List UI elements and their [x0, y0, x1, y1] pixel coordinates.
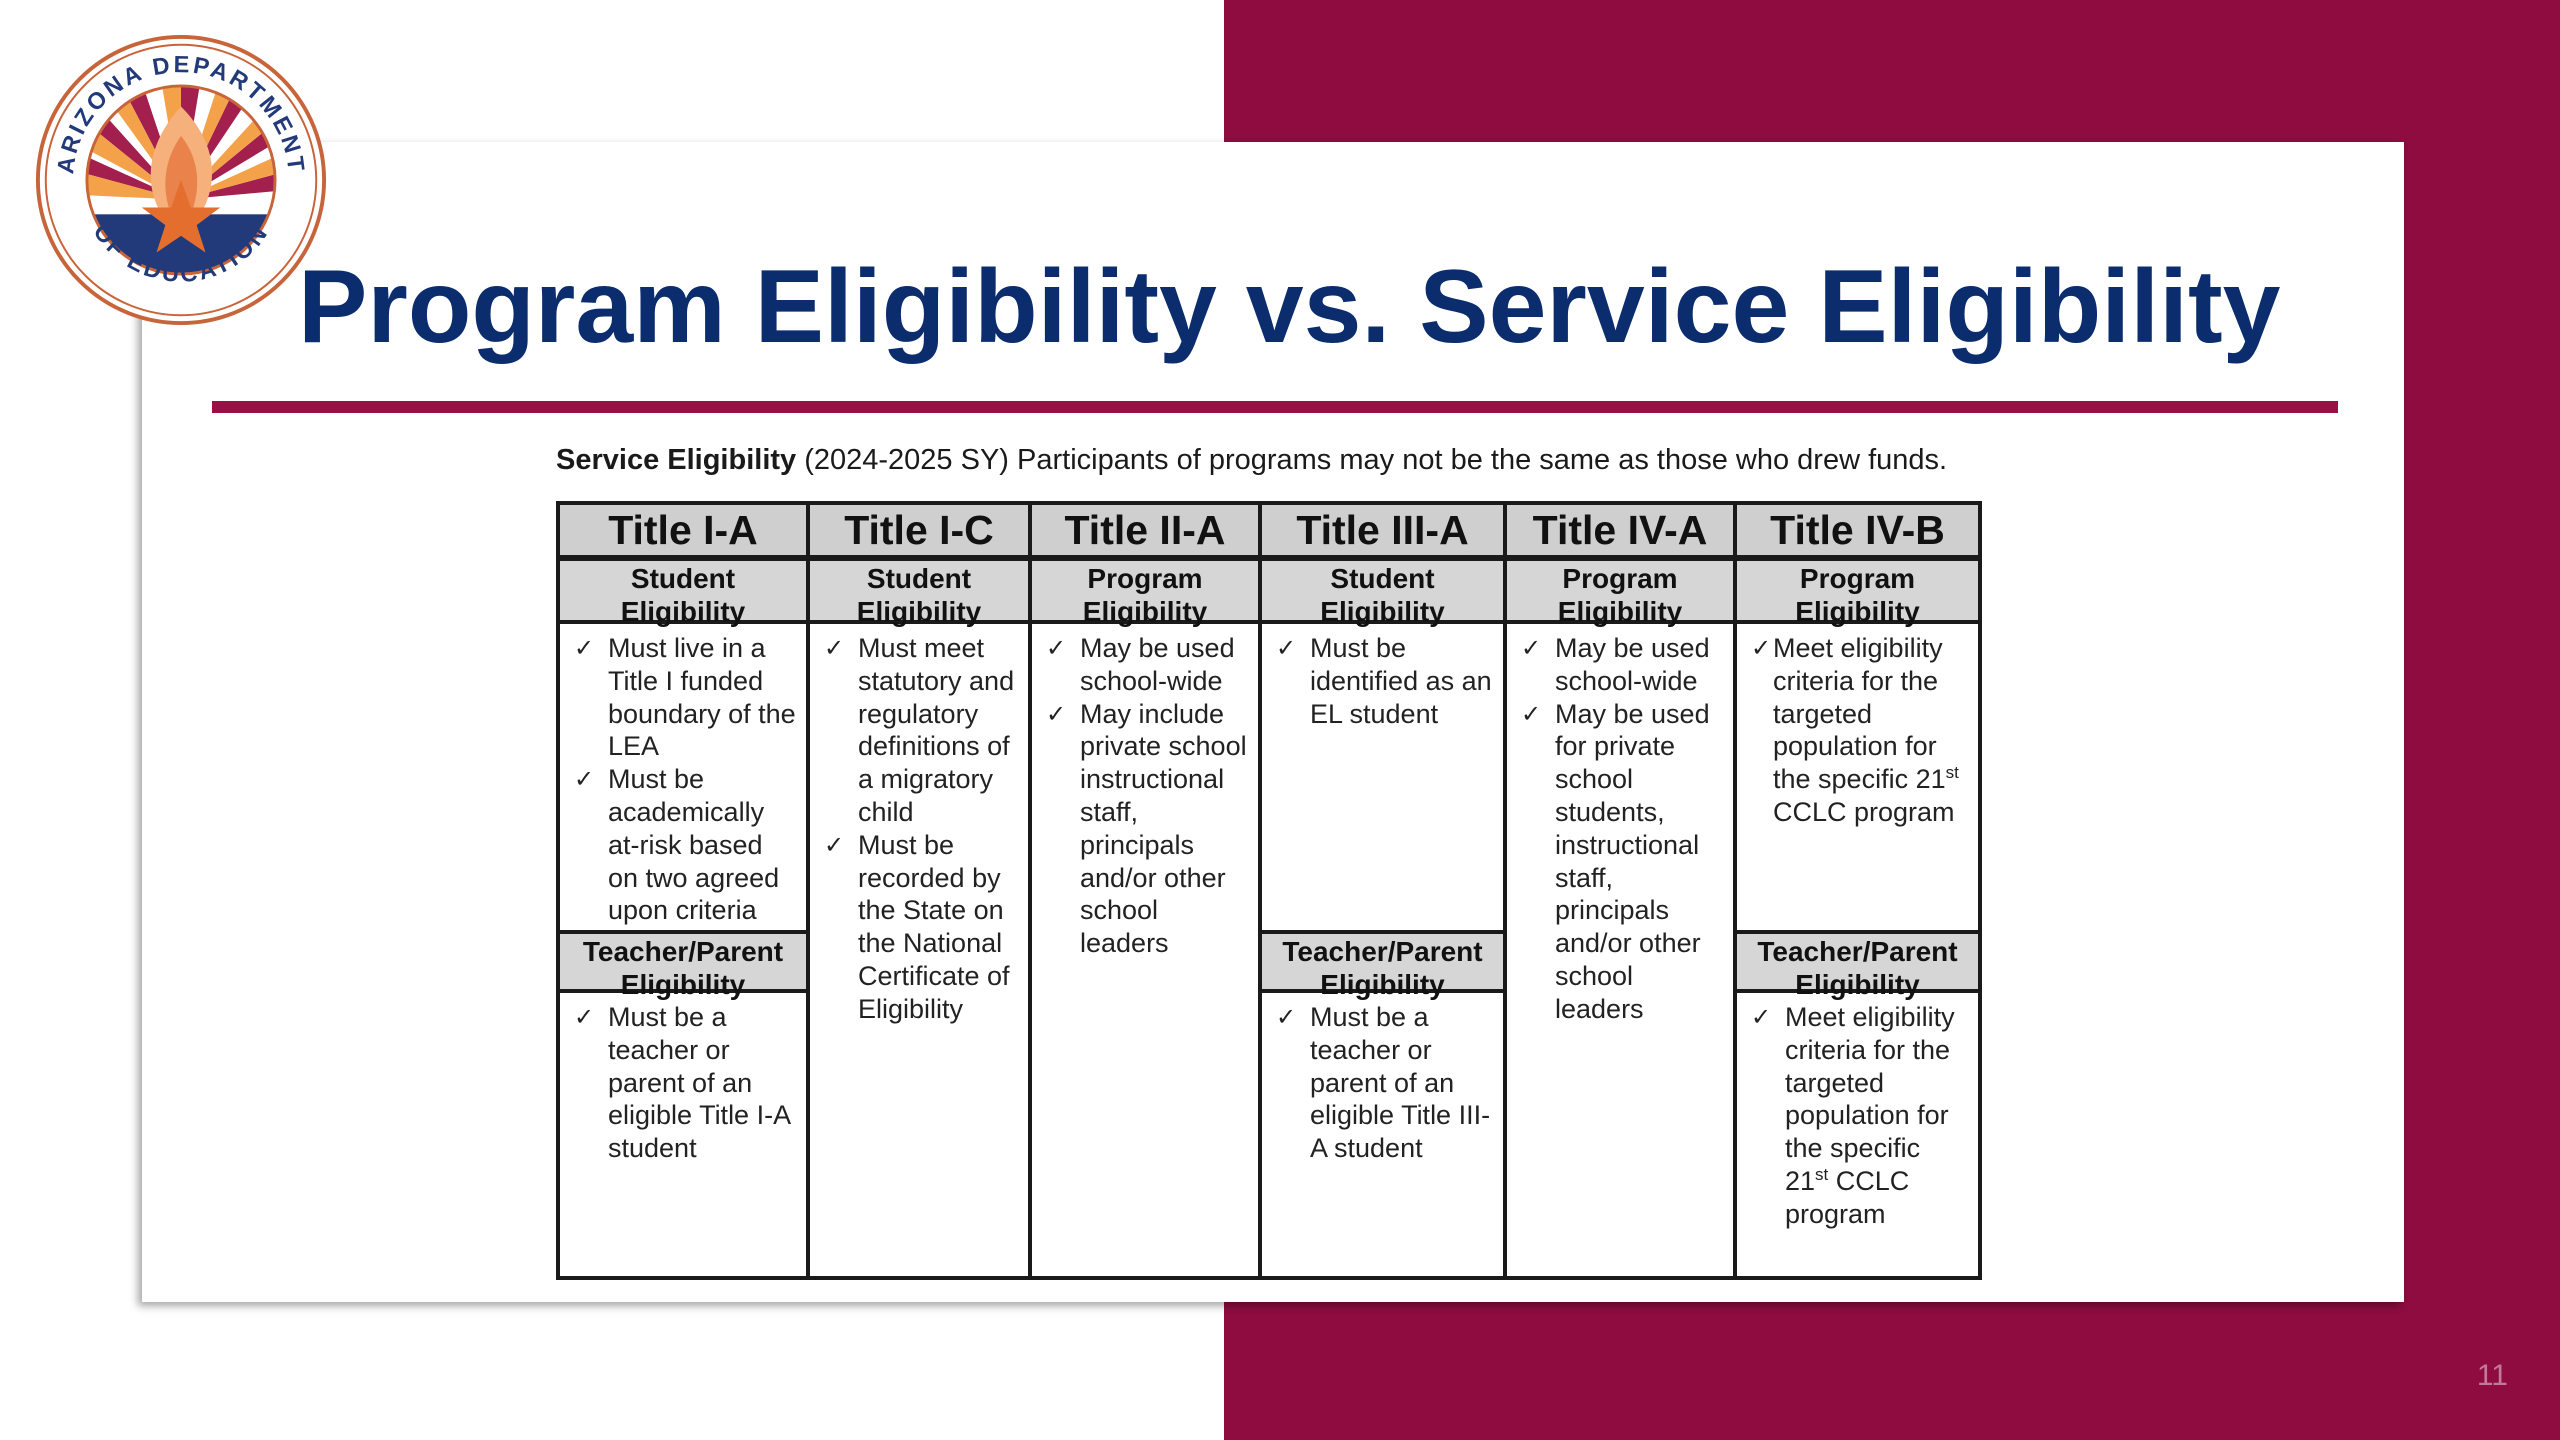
checklist-item: Must be a teacher or parent of an eligib…	[1276, 1001, 1493, 1165]
column-subheader: Program Eligibility	[1032, 561, 1258, 627]
column-subheader: Student Eligibility	[810, 561, 1028, 627]
checklist: May be used school-wide May be used for …	[1507, 624, 1733, 1026]
checklist-item: May be used school-wide	[1521, 632, 1723, 698]
column-subheader: Teacher/Parent Eligibility	[1737, 930, 1978, 1000]
column-title: Title II-A	[1028, 501, 1262, 561]
column-bottom-section: Meet eligibility criteria for the target…	[1737, 993, 1978, 1274]
column-subheader: Program Eligibility	[1507, 561, 1733, 627]
item-text: CCLC program	[1773, 796, 1955, 827]
checklist-item: May be used for private school students,…	[1521, 698, 1723, 1026]
column-title-i-c: Student Eligibility Must meet statutory …	[806, 556, 1032, 1280]
checklist: Must be a teacher or parent of an eligib…	[1262, 993, 1503, 1165]
checklist-item: Must meet statutory and regulatory defin…	[824, 632, 1018, 829]
table-header-row: Title I-A Title I-C Title II-A Title III…	[556, 501, 1982, 561]
column-subheader: Student Eligibility	[560, 561, 806, 627]
column-subheader: Teacher/Parent Eligibility	[1262, 930, 1503, 1000]
table-body-row: Student Eligibility Must live in a Title…	[556, 556, 1982, 1280]
ade-seal-logo: ARIZONA DEPARTMENT OF EDUCATION	[35, 34, 327, 326]
ordinal-suffix: st	[1815, 1164, 1829, 1184]
checklist-item: Must be identified as an EL student	[1276, 632, 1493, 730]
checklist: Must meet statutory and regulatory defin…	[810, 624, 1028, 1026]
column-top-section: May be used school-wide May include priv…	[1032, 624, 1258, 1274]
column-title-iii-a: Student Eligibility Must be identified a…	[1258, 556, 1507, 1280]
maroon-background-right	[2404, 0, 2560, 1440]
column-top-section: Meet eligibility criteria for the target…	[1737, 624, 1978, 930]
column-top-section: Must be identified as an EL student	[1262, 624, 1503, 930]
column-top-section: Must live in a Title I funded boundary o…	[560, 624, 806, 930]
checklist-item: May be used school-wide	[1046, 632, 1248, 698]
ordinal-suffix: st	[1945, 763, 1959, 783]
checklist: Must live in a Title I funded boundary o…	[560, 624, 806, 927]
table-caption: Service Eligibility (2024-2025 SY) Parti…	[556, 440, 2256, 480]
checklist: May be used school-wide May include priv…	[1032, 624, 1258, 960]
column-title: Title III-A	[1258, 501, 1507, 561]
maroon-background-top	[1224, 0, 2560, 144]
item-text: Meet eligibility criteria for the target…	[1785, 1002, 1955, 1196]
checklist-item: Must be recorded by the State on the Nat…	[824, 829, 1018, 1026]
checklist: Must be identified as an EL student	[1262, 624, 1503, 730]
checklist: Must be a teacher or parent of an eligib…	[560, 993, 806, 1165]
checklist-item: Meet eligibility criteria for the target…	[1751, 1001, 1968, 1231]
column-bottom-section: Must be a teacher or parent of an eligib…	[1262, 993, 1503, 1274]
slide-title: Program Eligibility vs. Service Eligibil…	[298, 249, 2281, 365]
column-title-iv-b: Program Eligibility Meet eligibility cri…	[1733, 556, 1982, 1280]
checklist-item: Must be academically at-risk based on tw…	[574, 763, 796, 927]
caption-bold: Service Eligibility	[556, 444, 797, 476]
title-underline-rule	[212, 401, 2338, 413]
checklist-item: Meet eligibility criteria for the target…	[1751, 632, 1968, 829]
column-title-iv-a: Program Eligibility May be used school-w…	[1503, 556, 1737, 1280]
column-title: Title I-C	[806, 501, 1032, 561]
eligibility-table: Title I-A Title I-C Title II-A Title III…	[556, 501, 1982, 1280]
checklist-item: Must live in a Title I funded boundary o…	[574, 632, 796, 763]
checklist-item: Must be a teacher or parent of an eligib…	[574, 1001, 796, 1165]
column-bottom-section: Must be a teacher or parent of an eligib…	[560, 993, 806, 1274]
item-text: CCLC program	[1785, 1165, 1910, 1229]
column-title: Title IV-A	[1503, 501, 1737, 561]
checklist: Meet eligibility criteria for the target…	[1737, 624, 1978, 829]
column-title-i-a: Student Eligibility Must live in a Title…	[556, 556, 810, 1280]
column-title: Title I-A	[556, 501, 810, 561]
column-subheader: Teacher/Parent Eligibility	[560, 930, 806, 1000]
maroon-background-bottom	[1224, 1302, 2560, 1440]
caption-text: (2024-2025 SY) Participants of programs …	[796, 444, 1948, 476]
column-subheader: Student Eligibility	[1262, 561, 1503, 627]
column-title-ii-a: Program Eligibility May be used school-w…	[1028, 556, 1262, 1280]
item-text: Meet eligibility criteria for the target…	[1773, 633, 1946, 795]
column-subheader: Program Eligibility	[1737, 561, 1978, 627]
column-top-section: Must meet statutory and regulatory defin…	[810, 624, 1028, 1274]
column-top-section: May be used school-wide May be used for …	[1507, 624, 1733, 1274]
column-title: Title IV-B	[1733, 501, 1982, 561]
checklist: Meet eligibility criteria for the target…	[1737, 993, 1978, 1231]
slide-number: 11	[2476, 1359, 2508, 1392]
checklist-item: May include private school instructional…	[1046, 698, 1248, 960]
